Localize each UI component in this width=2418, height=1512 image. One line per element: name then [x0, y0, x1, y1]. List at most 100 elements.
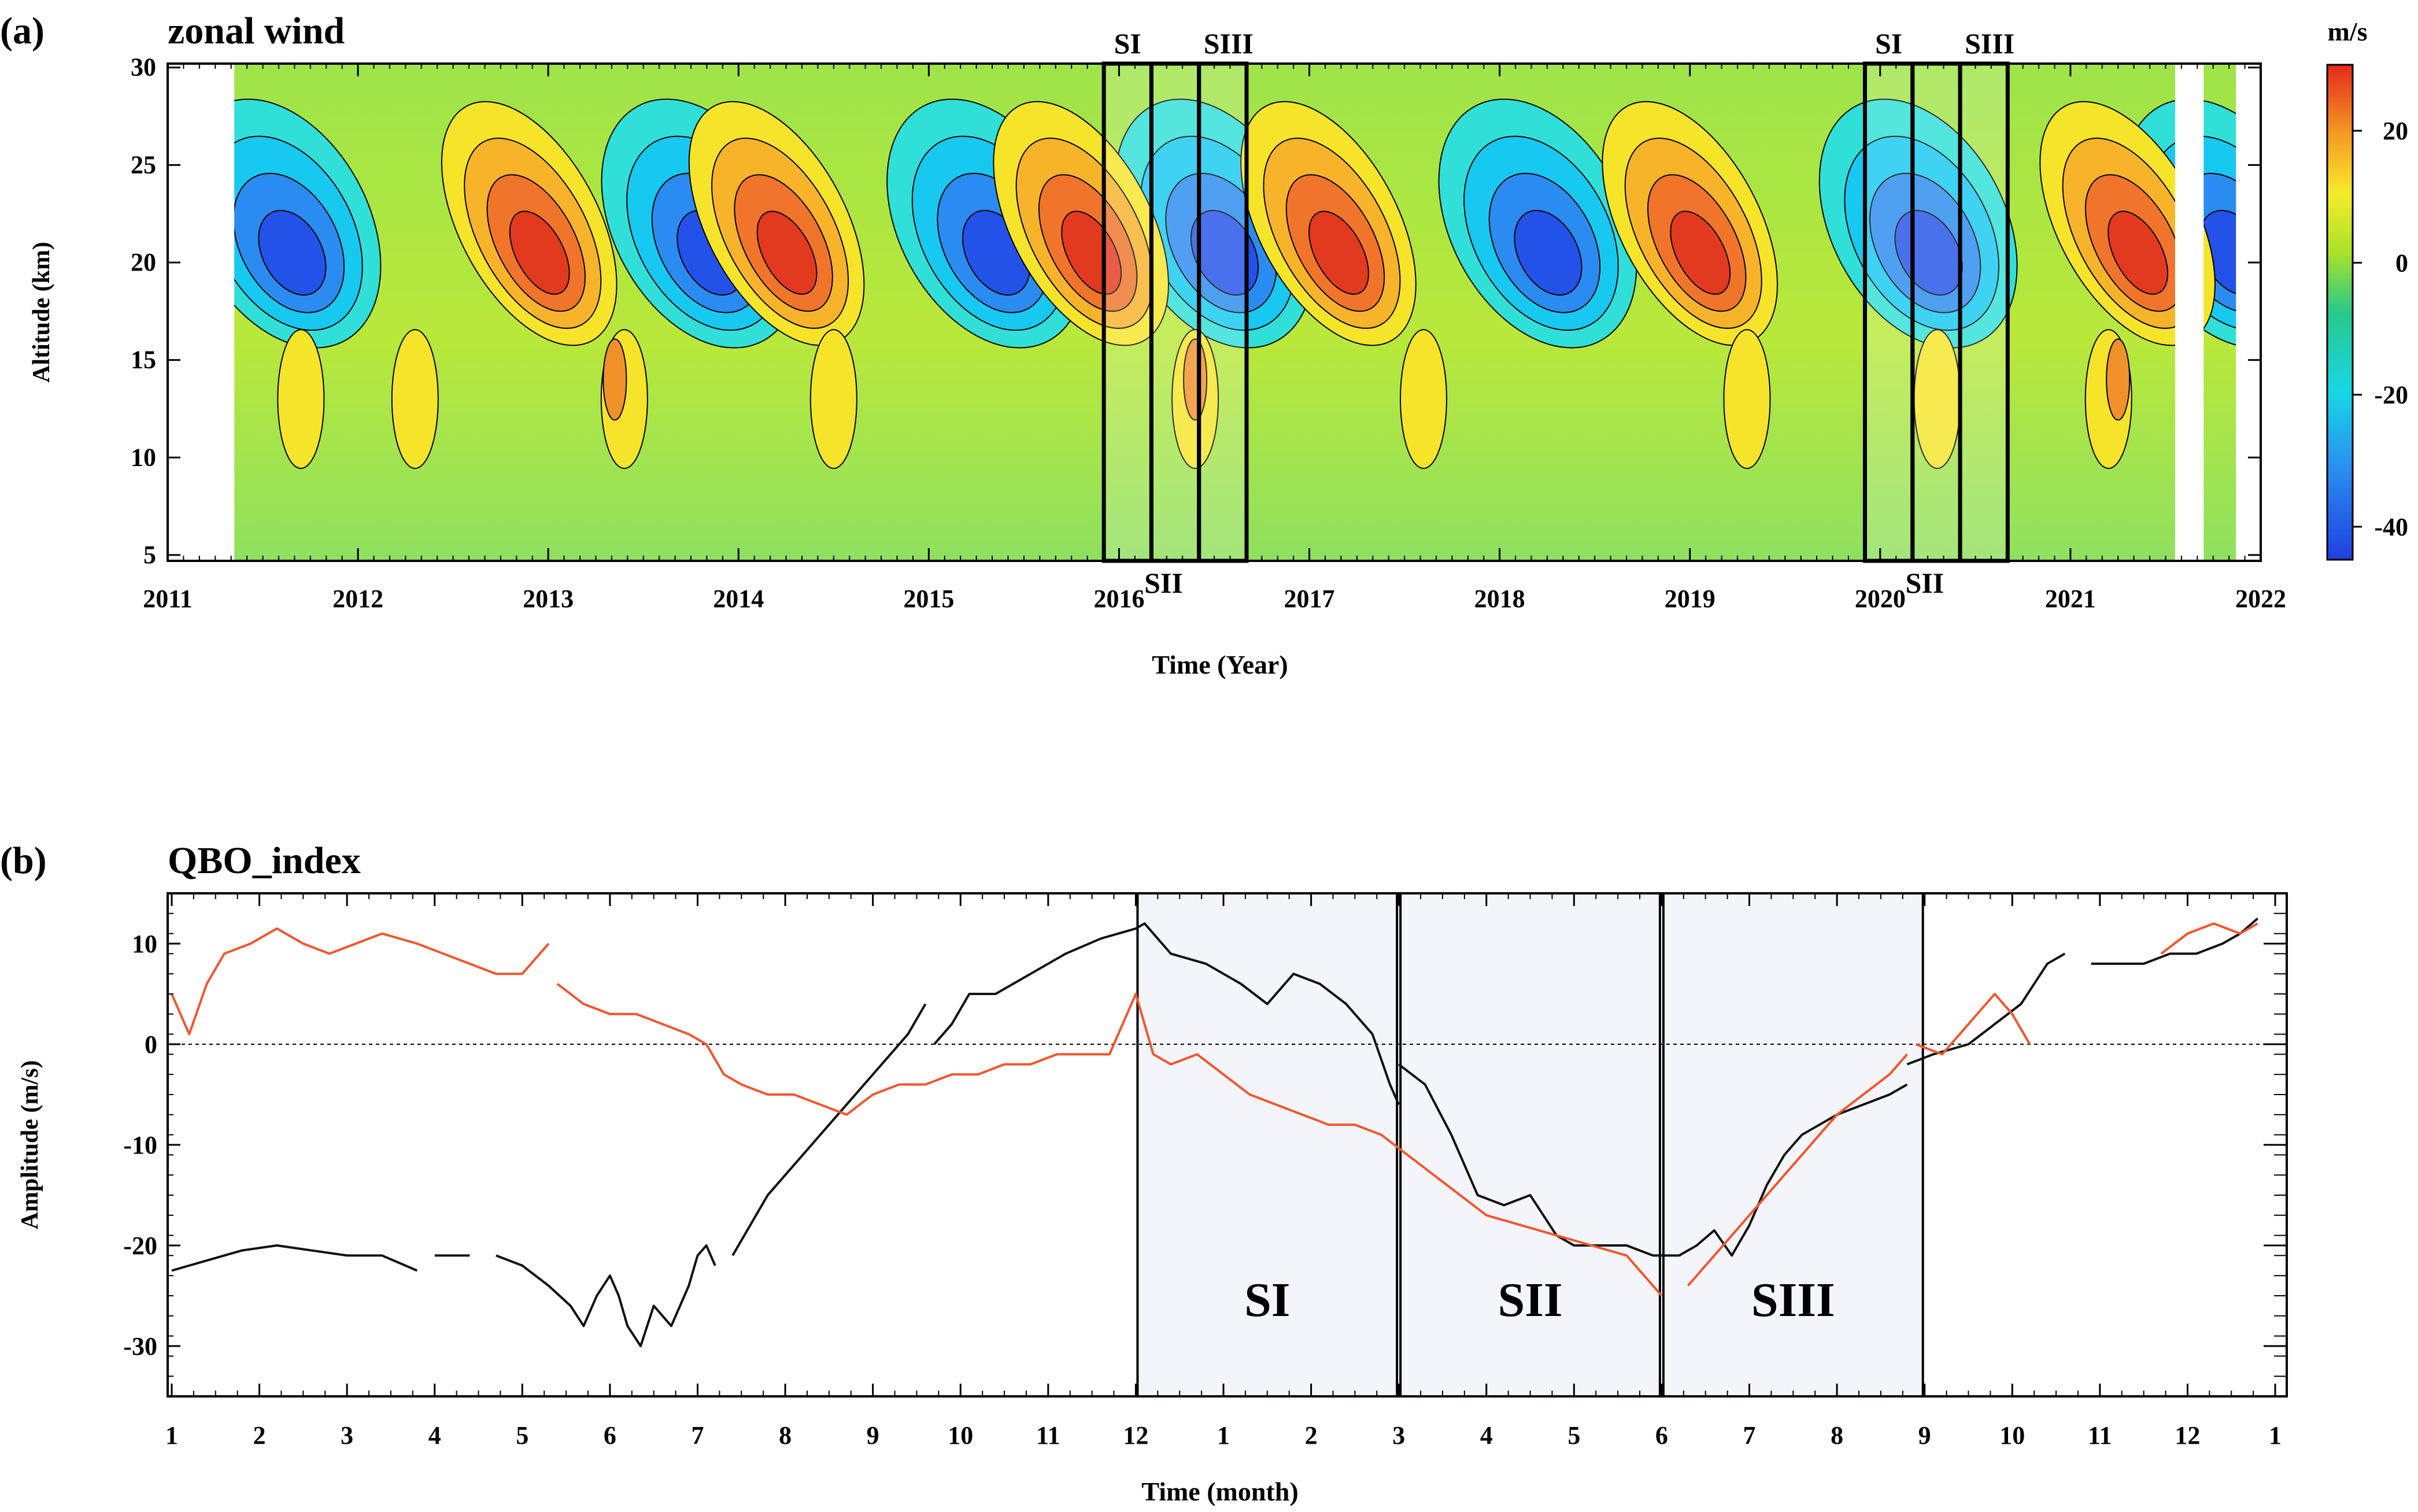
- field-gap: [168, 64, 235, 561]
- stage-region: [1136, 892, 1399, 1398]
- wind-contour: [258, 210, 327, 296]
- x-tick-label: 10: [948, 1421, 973, 1450]
- x-tick-label: 2018: [1474, 585, 1525, 613]
- x-tick-label: 7: [1743, 1421, 1756, 1450]
- series-black-line: [1397, 1063, 1908, 1257]
- x-tick-label: 12: [1123, 1421, 1148, 1450]
- x-tick-label: 2014: [713, 585, 764, 613]
- stage-box: [1101, 61, 1153, 563]
- y-tick-label: -30: [123, 1332, 157, 1361]
- y-tick-label: 5: [143, 541, 156, 569]
- colorbar-ticks: 20 0 -20 -40: [2353, 117, 2408, 541]
- x-tick-label: 9: [867, 1421, 879, 1450]
- series-black-line: [933, 922, 1400, 1106]
- x-tick-label: 5: [1567, 1421, 1580, 1450]
- series-orange-line: [556, 983, 1663, 1297]
- wind-contour: [1670, 210, 1731, 295]
- x-tick-label: 6: [1655, 1421, 1668, 1450]
- x-tick-label: 2: [1305, 1421, 1318, 1450]
- stage-box: [1910, 61, 1962, 563]
- panel-a-xlabel: Time (Year): [1152, 650, 1288, 679]
- panel-b-xlabel: Time (month): [1141, 1477, 1298, 1506]
- field-gap: [2236, 64, 2261, 561]
- series-black-line: [171, 1244, 418, 1272]
- qbo-series: [171, 917, 2259, 1347]
- wind-contour: [277, 329, 325, 470]
- stage-label: SI: [1244, 1273, 1290, 1327]
- wind-contour: [756, 210, 818, 295]
- wind-contour: [1308, 210, 1369, 295]
- wind-contour: [2106, 338, 2131, 421]
- x-tick-label: 4: [1480, 1421, 1493, 1450]
- x-tick-label: 8: [1831, 1421, 1843, 1450]
- colorbar-tick-label: -20: [2374, 381, 2408, 409]
- x-tick-label: 2020: [1855, 585, 1906, 613]
- series-black-line: [2091, 917, 2259, 965]
- y-tick-label: -20: [123, 1232, 157, 1260]
- panel-a-axes: 2011 2012 2013 2014 2015 2016 2017 2018 2019 2020…: [131, 53, 2286, 613]
- field-gap: [2175, 64, 2204, 561]
- x-tick-label: 7: [692, 1421, 704, 1450]
- series-black-line: [1906, 952, 2066, 1066]
- stage-box: [1197, 61, 1249, 563]
- box-label: SIII: [1204, 27, 1254, 60]
- panel-a: (a) zonal wind SI SIII SII SI SIII SII 2011 20…: [0, 10, 2408, 679]
- field-blobs: [182, 98, 2261, 470]
- x-tick-label: 2013: [523, 585, 574, 613]
- wind-contour: [2108, 210, 2169, 295]
- colorbar-tick-label: 0: [2395, 249, 2408, 277]
- x-tick-label: 1: [165, 1421, 178, 1450]
- series-orange-line: [1687, 1053, 1908, 1287]
- panel-b-label: (b): [0, 840, 47, 882]
- panel-a-ylabel: Altitude (km): [28, 242, 55, 383]
- panel-a-title: zonal wind: [168, 10, 345, 52]
- y-tick-label: 10: [132, 930, 157, 958]
- wind-contour: [509, 210, 570, 295]
- x-tick-label: 2016: [1093, 585, 1144, 613]
- colorbar-unit: m/s: [2328, 17, 2368, 46]
- colorbar-tick-label: -40: [2374, 513, 2408, 541]
- series-orange-line: [1915, 993, 2031, 1056]
- field-gaps: [168, 64, 2261, 561]
- box-label: SIII: [1965, 27, 2014, 60]
- series-black-line: [731, 1003, 927, 1256]
- x-tick-label: 9: [1918, 1421, 1931, 1450]
- x-tick-label: 1: [2269, 1421, 2282, 1450]
- x-tick-label: 11: [2088, 1421, 2112, 1450]
- box-label: SII: [1144, 567, 1183, 599]
- x-tick-label: 2017: [1284, 585, 1335, 613]
- wind-contour: [602, 338, 627, 421]
- box-label: SI: [1875, 27, 1902, 60]
- panel-b-ylabel: Amplitude (m/s): [17, 1060, 43, 1230]
- series-orange-line: [2160, 922, 2258, 955]
- x-tick-label: 2012: [332, 585, 383, 613]
- x-tick-label: 2011: [143, 585, 193, 613]
- zonal-wind-field: [168, 64, 2261, 561]
- wind-contour: [809, 329, 857, 470]
- wind-contour: [1400, 329, 1447, 470]
- wind-contour: [391, 329, 439, 470]
- x-tick-label: 12: [2175, 1421, 2200, 1450]
- stage-region: [1399, 892, 1661, 1398]
- stage-label: SII: [1498, 1273, 1562, 1327]
- y-tick-label: 25: [131, 150, 156, 179]
- panel-b-axes: 1 2 3 4 5 6 7 8 9 10 11 12 1 2 3 4 5 6 7 8 9 10 11 12 1100-10-20…: [123, 893, 2287, 1450]
- wind-contour: [1723, 329, 1771, 470]
- y-tick-label: 20: [131, 248, 156, 276]
- x-tick-label: 3: [1392, 1421, 1405, 1450]
- stage-regions: SI SII SIII: [168, 892, 2287, 1398]
- stage-boxes-a: SI SIII SII SI SIII SII: [1101, 27, 2014, 599]
- y-tick-label: 15: [131, 346, 156, 374]
- x-tick-label: 10: [1999, 1421, 2025, 1450]
- wind-contour: [1061, 210, 1122, 295]
- x-tick-label: 4: [428, 1421, 441, 1450]
- x-tick-label: 1: [1217, 1421, 1230, 1450]
- stage-box: [1862, 61, 1915, 563]
- x-tick-label: 2015: [903, 585, 954, 613]
- panel-a-label: (a): [0, 10, 45, 52]
- colorbar-tick-label: 20: [2383, 117, 2408, 145]
- x-tick-label: 8: [779, 1421, 792, 1450]
- x-tick-label: 11: [1036, 1421, 1060, 1450]
- panel-b: (b) QBO_index SI SII SIII 1 2 3 4 5 6 7 8 9 10 11 12 1…: [0, 840, 2288, 1506]
